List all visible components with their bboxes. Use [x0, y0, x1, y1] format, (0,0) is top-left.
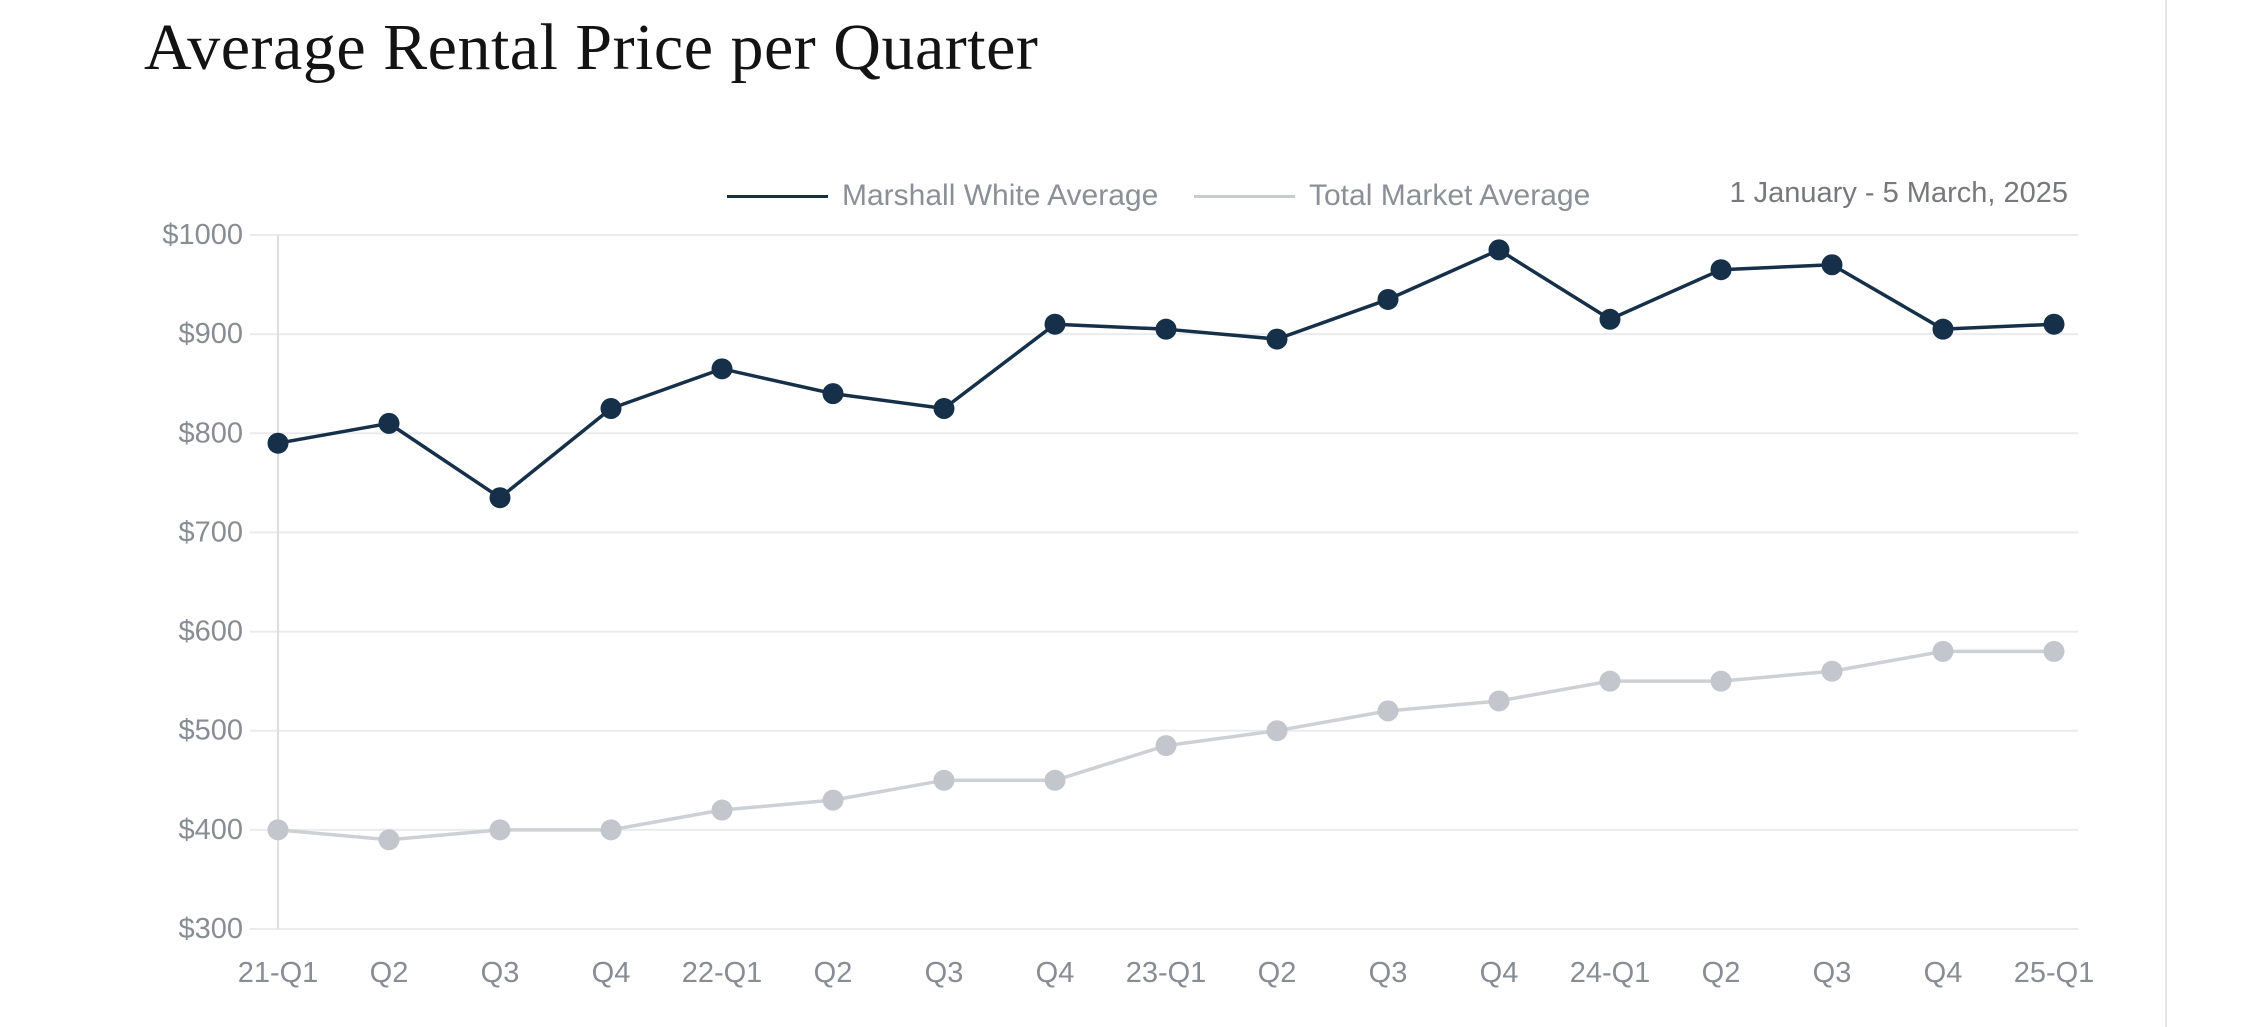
- data-point-total-market-average[interactable]: [600, 819, 622, 841]
- data-point-total-market-average[interactable]: [1266, 720, 1288, 742]
- y-axis-label: $300: [178, 913, 243, 945]
- data-point-marshall-white-average[interactable]: [267, 432, 289, 454]
- data-point-marshall-white-average[interactable]: [1821, 254, 1843, 276]
- data-point-total-market-average[interactable]: [267, 819, 289, 841]
- data-point-marshall-white-average[interactable]: [600, 398, 622, 419]
- date-range-label: 1 January - 5 March, 2025: [1729, 177, 2068, 209]
- x-axis-label: Q2: [370, 957, 409, 989]
- x-axis-label: 25-Q1: [2014, 957, 2095, 989]
- x-axis-label: Q4: [1480, 957, 1519, 989]
- x-axis-label: 23-Q1: [1126, 957, 1207, 989]
- x-axis-label: Q4: [592, 957, 631, 989]
- data-point-marshall-white-average[interactable]: [1488, 239, 1510, 261]
- data-point-marshall-white-average[interactable]: [1710, 259, 1732, 281]
- data-point-marshall-white-average[interactable]: [489, 487, 511, 509]
- data-point-total-market-average[interactable]: [1377, 700, 1399, 722]
- y-axis-label: $1000: [162, 219, 243, 251]
- data-point-total-market-average[interactable]: [1155, 735, 1177, 757]
- data-point-marshall-white-average[interactable]: [933, 398, 955, 419]
- y-axis-label: $400: [178, 814, 243, 846]
- data-point-total-market-average[interactable]: [1932, 640, 1954, 662]
- x-axis-label: 21-Q1: [238, 957, 319, 989]
- legend-label-marshall-white: Marshall White Average: [842, 179, 1159, 212]
- marshall-white-swatch-line: [727, 194, 828, 198]
- x-axis-label: Q4: [1924, 957, 1963, 989]
- x-axis-label: Q2: [814, 957, 853, 989]
- legend-item-total-market[interactable]: Total Market Average: [1194, 179, 1590, 213]
- data-point-total-market-average[interactable]: [822, 789, 844, 811]
- legend-item-marshall-white[interactable]: Marshall White Average: [727, 179, 1158, 213]
- data-point-marshall-white-average[interactable]: [378, 412, 400, 434]
- data-point-total-market-average[interactable]: [378, 829, 400, 851]
- legend-label-total-market: Total Market Average: [1309, 179, 1591, 212]
- data-point-marshall-white-average[interactable]: [1599, 308, 1621, 330]
- data-point-total-market-average[interactable]: [1710, 670, 1732, 692]
- data-point-marshall-white-average[interactable]: [1932, 318, 1954, 340]
- page-title: Average Rental Price per Quarter: [144, 11, 1039, 84]
- data-point-marshall-white-average[interactable]: [1266, 328, 1288, 350]
- data-point-total-market-average[interactable]: [1821, 660, 1843, 682]
- y-axis-label: $900: [178, 318, 243, 350]
- x-axis-label: 24-Q1: [1570, 957, 1651, 989]
- data-point-total-market-average[interactable]: [1488, 690, 1510, 712]
- series-line-marshall-white-average: [277, 248, 2055, 500]
- y-axis-label: $700: [178, 516, 243, 548]
- data-point-total-market-average[interactable]: [933, 769, 955, 791]
- x-axis-label: Q3: [1369, 957, 1408, 989]
- y-axis-label: $600: [178, 616, 243, 648]
- data-point-total-market-average[interactable]: [489, 819, 511, 841]
- x-axis-label: Q2: [1702, 957, 1741, 989]
- data-point-total-market-average[interactable]: [711, 799, 733, 821]
- x-axis-label: 22-Q1: [682, 957, 763, 989]
- y-axis-label: $800: [178, 417, 243, 449]
- x-axis-label: Q3: [1813, 957, 1852, 989]
- data-point-total-market-average[interactable]: [2043, 640, 2065, 662]
- data-point-marshall-white-average[interactable]: [822, 383, 844, 405]
- data-point-marshall-white-average[interactable]: [2043, 313, 2065, 335]
- data-point-marshall-white-average[interactable]: [1044, 313, 1066, 335]
- x-axis-label: Q3: [925, 957, 964, 989]
- data-point-marshall-white-average[interactable]: [1155, 318, 1177, 340]
- data-point-marshall-white-average[interactable]: [711, 358, 733, 380]
- total-market-swatch-line: [1194, 194, 1295, 198]
- x-axis-label: Q4: [1036, 957, 1075, 989]
- data-point-total-market-average[interactable]: [1044, 769, 1066, 791]
- x-axis-label: Q2: [1258, 957, 1297, 989]
- data-point-marshall-white-average[interactable]: [1377, 288, 1399, 310]
- y-axis-label: $500: [178, 715, 243, 747]
- data-point-total-market-average[interactable]: [1599, 670, 1621, 692]
- x-axis-label: Q3: [481, 957, 520, 989]
